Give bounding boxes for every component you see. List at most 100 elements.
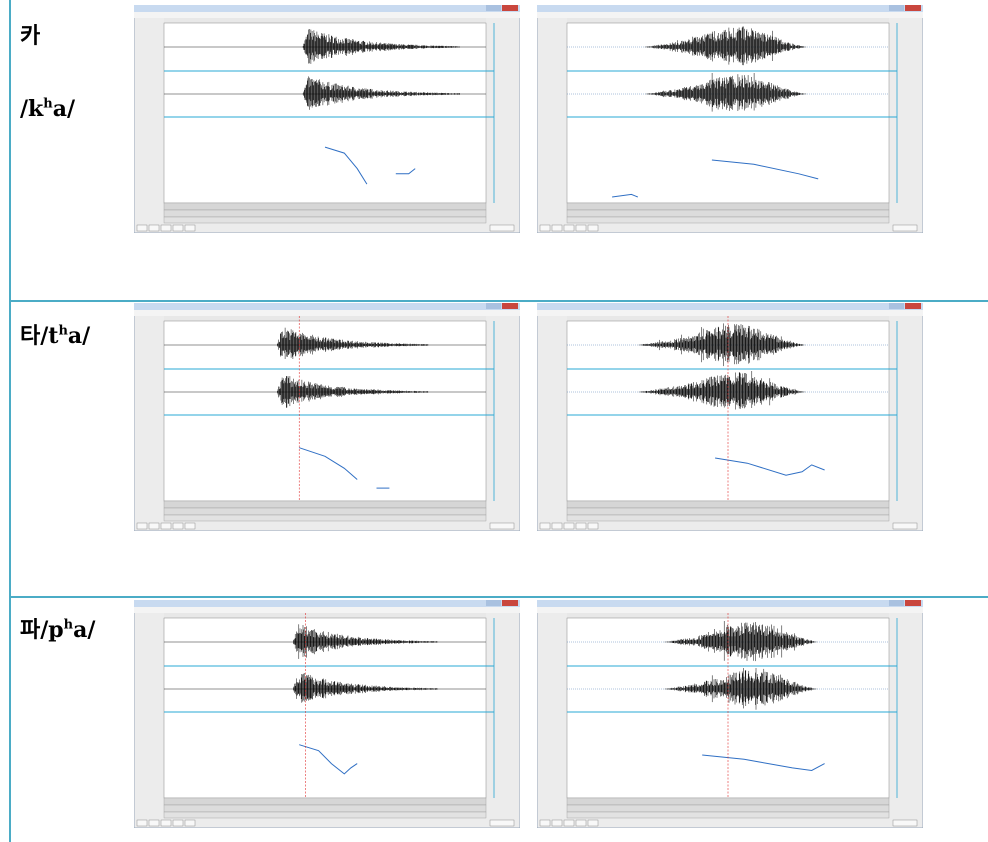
pitch-contour	[299, 447, 358, 480]
ipa: a/	[52, 96, 76, 122]
ipa: /p	[40, 617, 64, 643]
zoom-button	[184, 224, 196, 232]
zoom-button	[587, 522, 599, 530]
sound-panel	[566, 22, 890, 204]
group-button	[892, 522, 918, 530]
group-button	[892, 224, 918, 232]
window-button	[889, 303, 904, 309]
hangul: 카	[20, 23, 41, 49]
waveform	[638, 371, 806, 410]
zoom-button	[148, 819, 160, 827]
title-bar	[537, 5, 923, 12]
zoom-button	[551, 819, 563, 827]
zoom-button	[136, 522, 148, 530]
time-bar	[566, 514, 890, 522]
time-bar	[566, 209, 890, 218]
waveform	[277, 376, 429, 408]
row-label: /kha/	[20, 96, 75, 122]
cursor-bar	[164, 316, 486, 321]
pitch-contour	[715, 457, 825, 476]
sound-panel	[163, 617, 487, 799]
zoom-button	[587, 819, 599, 827]
group-button	[489, 224, 515, 232]
zoom-button	[136, 224, 148, 232]
time-bar	[566, 797, 890, 806]
waveform	[644, 26, 807, 66]
ipa-sup: h	[63, 617, 74, 633]
time-bar	[566, 216, 890, 224]
pitch-contour	[711, 159, 819, 180]
zoom-button	[563, 522, 575, 530]
zoom-button	[172, 522, 184, 530]
time-bar	[163, 804, 487, 813]
waveform	[638, 323, 806, 367]
close-button	[905, 5, 921, 11]
close-button	[905, 303, 921, 309]
zoom-button	[136, 819, 148, 827]
ipa: a/	[73, 617, 96, 643]
time-bar	[163, 216, 487, 224]
sound-panel	[163, 22, 487, 204]
menu-bar	[537, 310, 923, 316]
window-button	[889, 600, 904, 606]
zoom-button	[172, 224, 184, 232]
waveform	[664, 668, 818, 710]
zoom-button	[563, 819, 575, 827]
time-bar	[163, 514, 487, 522]
cursor-bar	[164, 613, 486, 618]
zoom-button	[575, 522, 587, 530]
time-bar	[566, 811, 890, 819]
zoom-button	[184, 522, 196, 530]
waveform	[302, 76, 460, 110]
cursor-bar	[164, 18, 486, 23]
time-bar	[566, 202, 890, 211]
table-border	[10, 300, 988, 302]
title-bar	[537, 303, 923, 310]
zoom-button	[575, 224, 587, 232]
time-bar	[163, 507, 487, 516]
menu-bar	[134, 12, 520, 18]
cursor-bar	[567, 18, 889, 23]
pitch-contour	[299, 744, 358, 775]
zoom-button	[184, 819, 196, 827]
pitch-contour	[612, 193, 638, 198]
ipa: /k	[20, 96, 44, 122]
close-button	[905, 600, 921, 606]
pitch-contour	[395, 168, 416, 175]
row-label: 카	[20, 18, 40, 50]
ipa-sup: h	[58, 323, 68, 339]
group-button	[892, 819, 918, 827]
zoom-button	[551, 522, 563, 530]
group-button	[489, 522, 515, 530]
zoom-button	[148, 522, 160, 530]
waveform	[293, 673, 438, 703]
zoom-button	[160, 819, 172, 827]
table-border	[10, 596, 988, 598]
cursor-bar	[567, 316, 889, 321]
zoom-button	[587, 224, 599, 232]
window-button	[486, 303, 501, 309]
hangul: 파	[20, 617, 41, 643]
waveform	[645, 73, 807, 112]
title-bar	[134, 5, 520, 12]
zoom-button	[160, 522, 172, 530]
cursor-bar	[567, 613, 889, 618]
time-bar	[566, 507, 890, 516]
window-button	[486, 5, 501, 11]
title-bar	[134, 600, 520, 607]
screenshot	[134, 5, 520, 233]
row-label: 파/pha/	[20, 612, 95, 644]
sound-panel	[163, 320, 487, 502]
waveform	[277, 327, 429, 359]
zoom-button	[539, 224, 551, 232]
screenshot	[134, 600, 520, 828]
menu-bar	[537, 12, 923, 18]
time-bar	[163, 811, 487, 819]
pitch-contour	[702, 754, 825, 772]
screenshot	[537, 303, 923, 531]
zoom-button	[160, 224, 172, 232]
menu-bar	[134, 607, 520, 613]
zoom-button	[539, 819, 551, 827]
time-bar	[163, 500, 487, 509]
